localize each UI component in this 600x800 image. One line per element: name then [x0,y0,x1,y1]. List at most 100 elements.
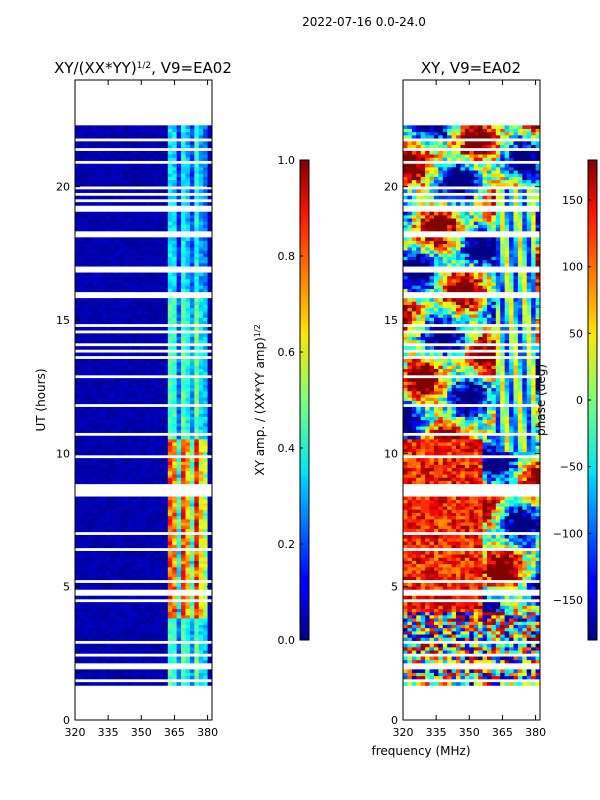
heatmap-cell [207,464,212,469]
heatmap-cell [123,346,129,350]
heatmap-cell [119,362,125,366]
heatmap-cell [535,624,540,629]
heatmap-cell [145,477,151,481]
heatmap-cell [88,368,94,373]
heatmap-cell [105,179,111,184]
heatmap-cell [420,656,426,661]
heatmap-cell [154,339,160,344]
heatmap-cell [119,550,125,555]
heatmap-cell [79,656,85,661]
heatmap-cell [194,166,200,171]
heatmap-cell [176,314,182,318]
heatmap-cell [189,538,195,542]
heatmap-cell [88,410,94,414]
heatmap-cell [158,659,164,664]
heatmap-cell [416,634,422,638]
heatmap-cell [154,573,160,577]
heatmap-cell [105,307,111,312]
heatmap-cell [469,624,475,629]
heatmap-cell [136,550,142,555]
heatmap-cell [172,515,178,520]
heatmap-cell [114,413,120,417]
heatmap-cell [150,144,155,149]
heatmap-cell [438,624,444,629]
heatmap-cell [132,362,138,366]
heatmap-cell [176,310,182,315]
heatmap-cell [83,141,89,145]
heatmap-cell [194,250,200,254]
heatmap-cell [154,419,160,424]
heatmap-cell [105,141,111,145]
heatmap-cell [101,499,107,504]
heatmap-cell [181,157,186,161]
heatmap-cell [185,464,191,469]
heatmap-cell [128,509,133,513]
heatmap-cell [158,669,164,673]
heatmap-cell [101,134,107,139]
heatmap-cell [88,464,94,469]
heatmap-cell [128,246,133,251]
heatmap-cell [198,394,204,398]
heatmap-cell [176,224,182,229]
heatmap-cell [119,310,125,315]
heatmap-cell [172,525,178,529]
heatmap-cell [97,141,102,145]
heatmap-cell [132,397,138,401]
heatmap-cell [194,182,200,187]
heatmap-cell [110,509,116,513]
heatmap-cell [181,304,186,309]
heatmap-cell [119,586,125,590]
heatmap-cell [119,387,125,392]
heatmap-cell [136,669,142,673]
heatmap-cell [110,499,116,504]
heatmap-cell [75,595,80,600]
heatmap-cell [172,618,178,622]
heatmap-cell [145,221,151,225]
heatmap-cell [119,282,125,286]
heatmap-cell [203,246,208,251]
heatmap-cell [167,586,173,590]
heatmap-cell [411,672,417,677]
heatmap-cell [97,189,102,193]
heatmap-cell [141,390,147,395]
heatmap-cell [176,227,182,232]
heatmap-cell [101,272,107,277]
heatmap-cell [203,170,208,174]
heatmap-cell [154,282,160,286]
heatmap-cell [158,637,164,641]
heatmap-cell [83,218,89,222]
heatmap-cell [167,448,173,453]
heatmap-cell [176,131,182,136]
heatmap-cell [75,371,80,376]
heatmap-cell [92,413,98,417]
heatmap-cell [504,669,510,673]
heatmap-cell [123,400,129,405]
heatmap-cell [198,512,204,517]
heatmap-cell [114,624,120,629]
heatmap-cell [172,131,178,136]
heatmap-cell [154,451,160,456]
heatmap-cell [114,634,120,638]
heatmap-cell [79,515,85,520]
heatmap-cell [172,541,178,545]
heatmap-cell [158,502,164,507]
heatmap-cell [203,525,208,529]
heatmap-cell [167,358,173,363]
heatmap-cell [92,550,98,555]
heatmap-cell [154,669,160,673]
heatmap-cell [158,134,164,139]
heatmap-cell [167,131,173,136]
heatmap-cell [478,643,483,648]
heatmap-cell [167,560,173,565]
heatmap-cell [123,272,129,277]
heatmap-cell [110,496,116,501]
heatmap-cell [176,554,182,558]
heatmap-cell [110,682,116,686]
heatmap-cell [79,189,85,193]
heatmap-cell [181,179,186,184]
heatmap-cell [83,202,89,206]
heatmap-cell [141,317,147,321]
heatmap-cell [189,470,195,475]
heatmap-cell [83,637,89,641]
heatmap-cell [150,560,155,565]
